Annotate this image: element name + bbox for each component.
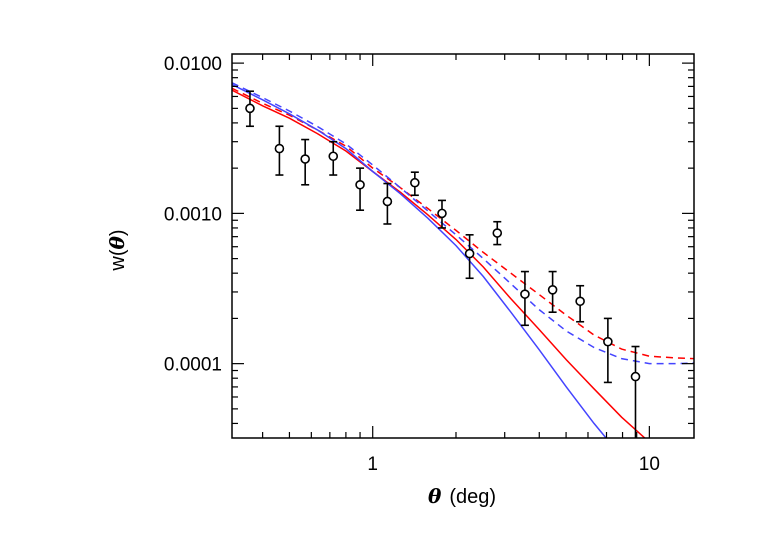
- y-tick-label: 0.0010: [164, 204, 222, 225]
- model-curve-3: [232, 83, 608, 438]
- data-point-group: [300, 138, 310, 186]
- data-point-group: [328, 140, 339, 176]
- data-point: [464, 248, 475, 259]
- data-point: [437, 208, 447, 219]
- data-point: [300, 154, 310, 164]
- x-axis-title-unit: (deg): [449, 486, 496, 508]
- data-point: [245, 103, 255, 114]
- data-point-group: [492, 220, 503, 246]
- data-point: [547, 285, 558, 295]
- data-point: [630, 371, 641, 382]
- y-tick-label: 0.0001: [164, 355, 222, 376]
- data-point: [382, 196, 393, 207]
- data-point-group: [274, 125, 285, 176]
- plot-area: [232, 82, 694, 438]
- model-curve-1: [232, 89, 646, 438]
- x-tick-label: 1: [367, 454, 378, 475]
- data-point-group: [630, 345, 641, 438]
- data-point-group: [437, 199, 447, 229]
- data-point-group: [547, 270, 558, 313]
- y-axis-title: w(θ): [105, 229, 129, 271]
- data-point: [520, 289, 530, 299]
- data-point-group: [520, 270, 530, 327]
- data-point: [328, 151, 339, 162]
- y-axis-title-suffix: ): [107, 229, 129, 236]
- data-point: [575, 296, 585, 307]
- y-axis: 0.0100 0.0010 0.0001: [164, 54, 694, 425]
- data-point: [410, 177, 420, 188]
- x-axis-title: θ (deg): [428, 484, 496, 508]
- model-curve-2: [232, 87, 694, 360]
- data-point: [492, 228, 503, 238]
- data-point-group: [464, 234, 475, 280]
- data-point: [274, 143, 285, 154]
- data-point: [355, 179, 365, 190]
- data-point-group: [355, 167, 365, 211]
- x-axis-title-symbol: θ: [428, 484, 442, 508]
- data-point-group: [245, 90, 255, 128]
- x-tick-label: 10: [639, 454, 660, 475]
- y-axis-title-symbol: θ: [105, 235, 129, 249]
- data-point-group: [410, 171, 420, 197]
- y-axis-title-prefix: w(: [107, 249, 129, 271]
- data-point: [603, 336, 613, 347]
- data-point-group: [603, 317, 613, 384]
- x-axis: 1 10: [262, 54, 660, 475]
- data-point-group: [382, 182, 393, 225]
- plot-frame: [231, 53, 695, 439]
- data-point-group: [575, 284, 585, 323]
- y-tick-label: 0.0100: [164, 54, 222, 75]
